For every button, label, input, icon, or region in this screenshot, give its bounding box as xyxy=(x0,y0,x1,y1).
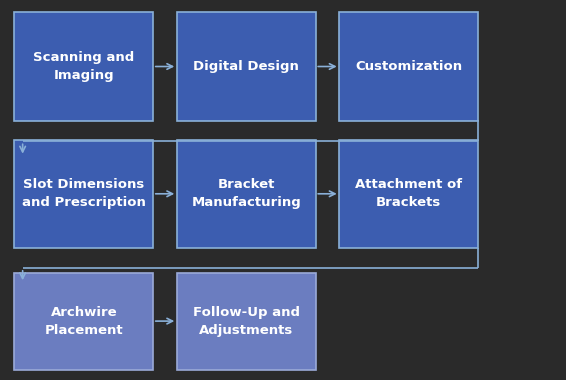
FancyBboxPatch shape xyxy=(177,139,316,248)
Text: Archwire
Placement: Archwire Placement xyxy=(45,306,123,337)
Text: Customization: Customization xyxy=(355,60,462,73)
FancyBboxPatch shape xyxy=(339,12,478,121)
Text: Scanning and
Imaging: Scanning and Imaging xyxy=(33,51,134,82)
FancyBboxPatch shape xyxy=(14,273,153,369)
Text: Bracket
Manufacturing: Bracket Manufacturing xyxy=(191,178,301,209)
FancyBboxPatch shape xyxy=(177,12,316,121)
Text: Attachment of
Brackets: Attachment of Brackets xyxy=(355,178,462,209)
Text: Follow-Up and
Adjustments: Follow-Up and Adjustments xyxy=(192,306,300,337)
FancyBboxPatch shape xyxy=(14,139,153,248)
Text: Slot Dimensions
and Prescription: Slot Dimensions and Prescription xyxy=(22,178,145,209)
FancyBboxPatch shape xyxy=(339,139,478,248)
FancyBboxPatch shape xyxy=(14,12,153,121)
Text: Digital Design: Digital Design xyxy=(193,60,299,73)
FancyBboxPatch shape xyxy=(177,273,316,369)
